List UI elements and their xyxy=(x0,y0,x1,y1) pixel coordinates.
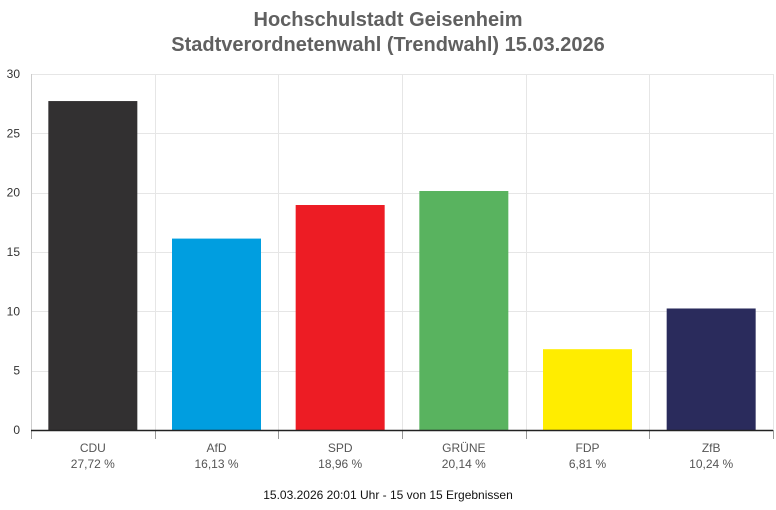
x-value-label: 20,14 % xyxy=(442,457,486,471)
x-category-label: GRÜNE xyxy=(442,441,485,455)
bar-grüne xyxy=(419,191,509,430)
axes xyxy=(31,74,774,439)
y-tick-label: 10 xyxy=(7,304,21,318)
bar-zfb xyxy=(666,308,756,430)
x-value-label: 16,13 % xyxy=(194,457,238,471)
chart-title-line1: Hochschulstadt Geisenheim xyxy=(253,9,523,31)
x-category-label: FDP xyxy=(576,441,600,455)
y-tick-label: 30 xyxy=(7,67,21,81)
x-category-label: CDU xyxy=(80,441,106,455)
x-category-label: AfD xyxy=(206,441,226,455)
x-category-label: ZfB xyxy=(702,441,721,455)
result-footer: 15.03.2026 20:01 Uhr - 15 von 15 Ergebni… xyxy=(263,488,513,502)
y-tick-label: 25 xyxy=(7,126,21,140)
bar-fdp xyxy=(543,349,632,430)
x-value-label: 27,72 % xyxy=(71,457,115,471)
y-tick-label: 0 xyxy=(13,423,20,437)
x-value-label: 10,24 % xyxy=(689,457,733,471)
chart-title-line2: Stadtverordnetenwahl (Trendwahl) 15.03.2… xyxy=(171,34,605,56)
grid-lines xyxy=(31,74,774,430)
bar-afd xyxy=(172,238,261,430)
chart-title: Hochschulstadt Geisenheim Stadtverordnet… xyxy=(0,8,776,58)
x-value-label: 18,96 % xyxy=(318,457,362,471)
y-tick-label: 20 xyxy=(7,186,21,200)
y-tick-label: 15 xyxy=(7,245,21,259)
x-category-label: SPD xyxy=(328,441,353,455)
bar-spd xyxy=(295,205,385,430)
y-tick-label: 5 xyxy=(13,364,20,378)
x-value-label: 6,81 % xyxy=(569,457,607,471)
axis-labels: 0 5 10 15 20 25 30 CDU 27,72 % AfD 16,13 % SPD 18,96… xyxy=(7,67,734,471)
bar-chart: 0 5 10 15 20 25 30 CDU 27,72 % AfD 16,13 % SPD 18,96… xyxy=(7,67,774,471)
bars xyxy=(48,101,756,430)
bar-cdu xyxy=(48,101,138,430)
